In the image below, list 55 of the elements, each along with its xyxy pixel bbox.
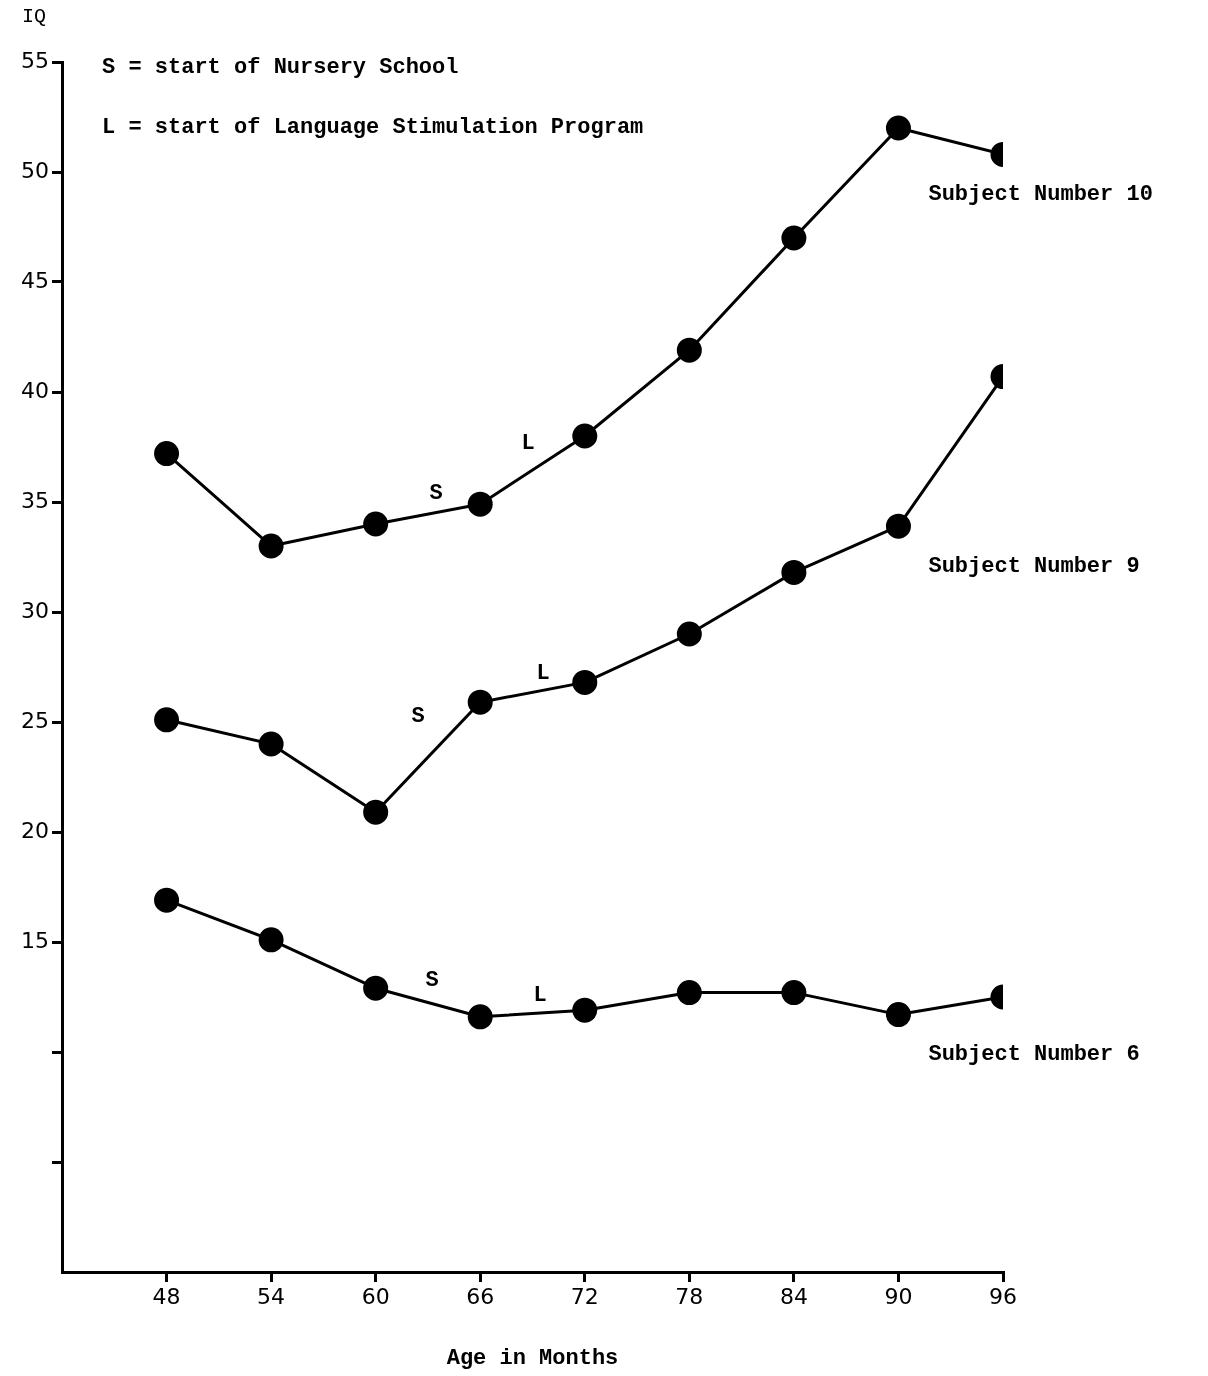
point [467,1004,493,1030]
point [258,533,284,559]
x-tick-label: 66 [466,1283,495,1309]
annotation: L [533,982,547,1008]
point [885,1002,911,1028]
series-label: Subject Number 10 [928,181,1153,207]
annotation: L [521,430,535,456]
point [154,887,180,913]
point [572,997,598,1023]
point [676,621,702,647]
y-tick-label: 40 [21,377,49,403]
annotation: L = start of Language Stimulation Program [102,114,644,140]
point [363,799,389,825]
x-tick-label: 48 [152,1283,181,1309]
y-tick-label: 30 [21,597,49,623]
point [676,337,702,363]
point [781,225,807,251]
point [572,669,598,695]
point [154,707,180,733]
y-tick-label: 35 [21,487,49,513]
annotation: S [429,480,443,506]
point [885,513,911,539]
point [781,980,807,1006]
point [885,115,911,141]
point [258,927,284,953]
point [154,441,180,467]
annotation: S [411,703,425,729]
point [363,511,389,537]
series-label: Subject Number 6 [928,1042,1140,1068]
point [781,559,807,585]
annotation: S [425,967,439,993]
point [258,731,284,757]
annotation: S = start of Nursery School [102,54,459,80]
point [467,689,493,715]
x-tick-label: 72 [570,1283,599,1309]
y-axis-title: IQ [21,5,47,29]
x-tick-label: 96 [989,1283,1017,1309]
x-tick-label: 78 [675,1283,704,1309]
x-tick-label: 54 [257,1283,286,1309]
point [363,975,389,1001]
series-label: Subject Number 9 [928,553,1140,579]
y-tick-label: 50 [21,157,49,183]
point [572,423,598,449]
annotation: L [536,660,550,686]
x-axis-title: Age in Months [446,1346,619,1372]
y-tick-label: 15 [21,927,49,953]
x-tick-label: 90 [884,1283,913,1309]
x-tick-label: 84 [779,1283,808,1309]
x-tick-label: 60 [361,1283,390,1309]
y-tick-label: 45 [21,267,49,293]
point [467,491,493,517]
point [676,980,702,1006]
y-tick-label: 20 [21,817,49,843]
y-tick-label: 55 [21,47,49,73]
y-tick-label: 25 [21,707,49,733]
